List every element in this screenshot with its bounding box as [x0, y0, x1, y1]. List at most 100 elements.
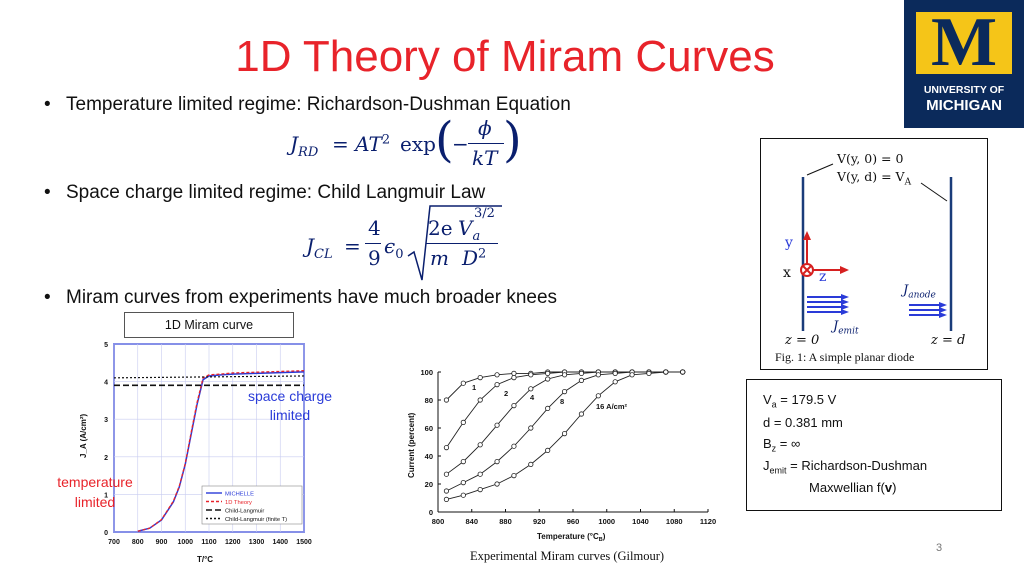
data-point — [578, 411, 585, 417]
x-tick-label: 1300 — [249, 539, 265, 546]
data-point — [477, 487, 483, 493]
y-tick-label: 80 — [425, 396, 433, 405]
logo-line1: UNIVERSITY OF — [923, 84, 1005, 96]
data-point — [511, 375, 517, 381]
x-tick-label: 1200 — [225, 539, 241, 546]
data-point — [460, 380, 466, 386]
x-tick-label: 840 — [465, 517, 478, 526]
series-line — [137, 370, 305, 532]
sqrt-sign-icon — [407, 205, 502, 281]
y-axis-label: Current (percent) — [407, 412, 416, 478]
bullet-text: Temperature limited regime: Richardson-D… — [66, 94, 571, 115]
data-point — [612, 379, 618, 385]
data-point — [477, 375, 483, 381]
data-point — [595, 393, 601, 399]
x-tick-label: 960 — [567, 517, 580, 526]
j-emit-label: Jemit — [833, 319, 859, 337]
y-tick-label: 3 — [104, 417, 108, 424]
y-tick-label: 5 — [104, 342, 108, 349]
data-point — [443, 445, 450, 451]
data-point — [561, 388, 568, 395]
x-axis-label: Temperature (°CB) — [537, 532, 606, 543]
data-point — [494, 372, 500, 378]
legend-label: Child-Langmuir — [225, 509, 264, 515]
y-tick-label: 2 — [104, 455, 108, 462]
miram-simulation-chart: 700 800 900 1000 1100 1200 1300 1400 1500 0 1 2 3 4 5 M… — [79, 342, 312, 564]
x-tick-label: 800 — [132, 539, 144, 546]
university-logo: M UNIVERSITY OF MICHIGAN — [904, 0, 1024, 128]
data-point — [545, 405, 551, 412]
bullet-dot: • — [44, 94, 51, 115]
richardson-dushman-equation: JRD = AT2 exp ( − ϕ kT ) — [290, 112, 522, 170]
curve-label: 8 — [560, 397, 564, 406]
y-tick-label: 4 — [104, 380, 108, 387]
x-tick-label: 1400 — [272, 539, 288, 546]
z-zero-label: z = 0 — [785, 333, 820, 348]
bullet-dot: • — [44, 287, 51, 308]
boundary-condition-anode: V(y, d) = VA — [837, 169, 912, 188]
y-axis-label: J_A (A/cm²) — [79, 414, 88, 458]
data-point — [460, 480, 466, 486]
miram-curve-label: 1D Miram curve — [124, 312, 294, 338]
data-point — [646, 370, 652, 376]
bullet-text: Miram curves from experiments have much … — [66, 287, 558, 308]
x-tick-label: 1500 — [296, 539, 312, 546]
j-anode-label: Janode — [903, 283, 936, 301]
data-point — [595, 372, 601, 378]
z-d-label: z = d — [931, 333, 966, 348]
data-point — [629, 372, 635, 378]
y-axis-arrowhead — [803, 231, 811, 240]
series-line — [446, 371, 683, 448]
slide-title: 1D Theory of Miram Curves — [235, 32, 775, 81]
x-tick-label: 1100 — [201, 539, 216, 546]
child-langmuir-equation: JCL = 4 9 ϵ0 2e m Va 3/2 D2 — [306, 204, 506, 284]
x-tick-label: 1080 — [666, 517, 683, 526]
curve-label: 4 — [530, 393, 535, 402]
block-m-logo-icon: M — [916, 8, 1012, 78]
data-point — [680, 369, 686, 375]
param-bz: Bz = ∞ — [763, 436, 801, 454]
temperature-annotation: temperature limited — [40, 472, 150, 512]
legend-label: Child-Langmuir (finite T) — [225, 517, 287, 523]
y-axis-label: y — [785, 235, 793, 251]
data-point — [460, 419, 466, 426]
param-maxwellian: Maxwellian f(v) — [809, 480, 897, 495]
data-point — [477, 471, 483, 477]
x-tick-label: 700 — [108, 539, 120, 546]
x-tick-label: 1040 — [632, 517, 649, 526]
data-point — [578, 377, 585, 383]
y-tick-label: 20 — [425, 480, 433, 489]
bullet-2: • Space charge limited regime: Child Lang… — [44, 182, 485, 204]
x-tick-label: 1120 — [700, 517, 716, 526]
x-tick-label: 800 — [432, 517, 445, 526]
legend-label: MICHELLE — [225, 492, 254, 498]
data-point — [528, 386, 534, 392]
experimental-caption: Experimental Miram curves (Gilmour) — [470, 549, 665, 563]
y-tick-label: 40 — [425, 452, 433, 461]
y-tick-label: 100 — [420, 368, 433, 377]
data-point — [494, 422, 500, 428]
x-axis-label: x — [783, 265, 791, 281]
boundary-condition-cathode: V(y, 0) = 0 — [837, 151, 904, 166]
data-point — [443, 496, 450, 502]
data-point — [494, 481, 500, 487]
y-tick-label: 0 — [429, 508, 433, 517]
data-point — [612, 370, 618, 376]
data-point — [578, 370, 585, 376]
parameters-box: Va = 179.5 V d = 0.381 mm Bz = ∞ Jemit =… — [746, 379, 1002, 511]
bullet-dot: • — [44, 182, 51, 203]
z-axis-label: z — [819, 269, 827, 285]
y-tick-label: 60 — [425, 424, 433, 433]
x-axis-label: T/°C — [197, 555, 213, 564]
data-point — [443, 488, 450, 494]
data-point — [545, 376, 551, 382]
data-point — [511, 443, 517, 449]
space-charge-annotation: space charge limited — [230, 387, 350, 425]
annotation-line: limited — [269, 407, 311, 423]
y-tick-label: 0 — [104, 530, 108, 537]
data-point — [528, 461, 534, 468]
x-tick-label: 1000 — [598, 517, 615, 526]
curve-label: 2 — [504, 389, 508, 398]
bullet-3: • Miram curves from experiments have much… — [44, 287, 557, 309]
planar-diode-figure: V(y, 0) = 0 V(y, d) = VA y x z Janode Je… — [760, 138, 988, 370]
